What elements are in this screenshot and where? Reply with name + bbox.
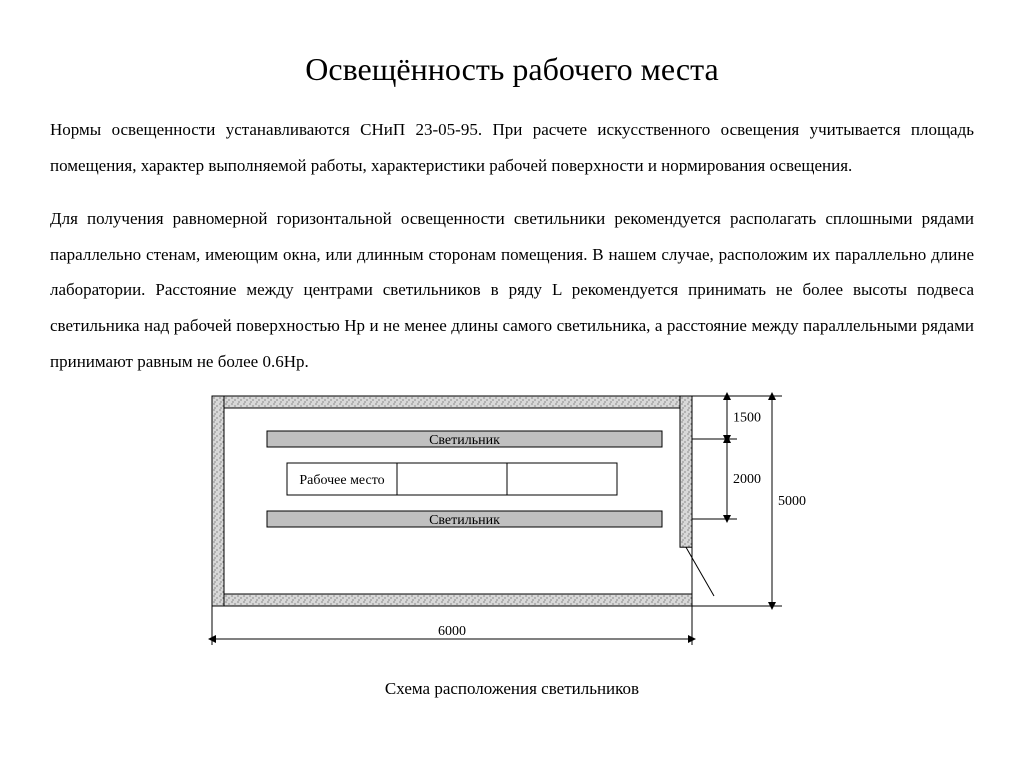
- wall-left: [212, 396, 224, 606]
- page-title: Освещённость рабочего места: [50, 51, 974, 88]
- wall-top: [212, 396, 692, 408]
- diagram-caption: Схема расположения светильников: [50, 679, 974, 699]
- wall-bottom: [212, 594, 692, 606]
- diagram-container: Светильник Светильник Рабочее место 1500 200…: [50, 391, 974, 699]
- dim-top-gap: 1500: [733, 411, 761, 426]
- lamp-2-label: Светильник: [429, 513, 500, 528]
- lighting-layout-diagram: Светильник Светильник Рабочее место 1500 200…: [207, 391, 817, 671]
- dim-mid-gap: 2000: [733, 472, 761, 487]
- paragraph-2: Для получения равномерной горизонтальной…: [50, 201, 974, 379]
- lamp-1-label: Светильник: [429, 433, 500, 448]
- dim-total-width: 6000: [438, 624, 466, 639]
- paragraph-1: Нормы освещенности устанавливаются СНиП …: [50, 112, 974, 183]
- wall-right: [680, 396, 692, 547]
- dim-total-height: 5000: [778, 494, 806, 509]
- workplace-label: Рабочее место: [299, 473, 384, 488]
